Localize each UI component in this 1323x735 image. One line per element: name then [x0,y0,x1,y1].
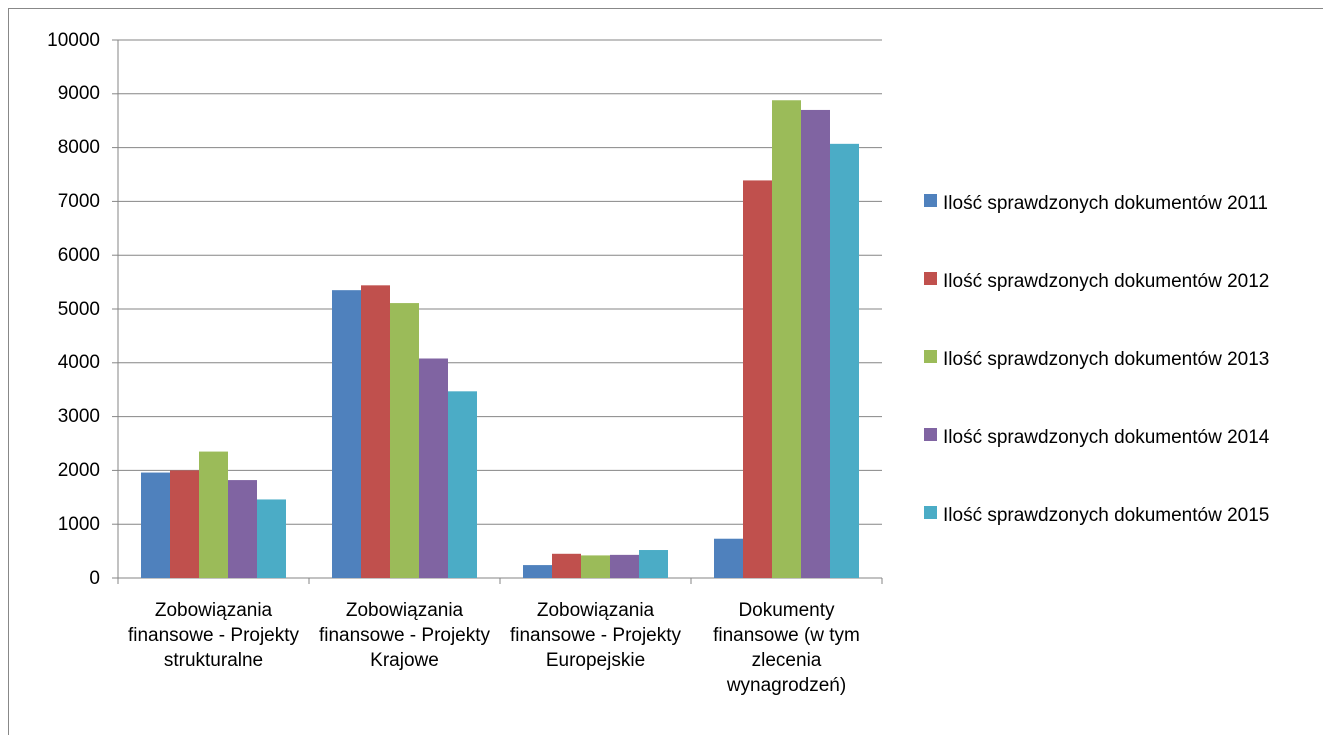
bar [141,472,170,578]
y-tick-label: 5000 [57,298,100,320]
bar [610,554,639,578]
legend-swatch [924,428,937,441]
legend-swatch [924,506,937,519]
y-tick-label: 6000 [57,244,100,266]
bar [390,303,419,578]
bar [830,143,859,579]
legend-swatch [924,350,937,363]
legend-label: Ilość sprawdzonych dokumentów 2013 [943,349,1270,370]
bar [257,499,286,578]
bar [228,480,257,578]
bar [332,290,361,578]
y-tick-label: 0 [89,567,100,589]
bar [552,553,581,578]
bar [361,285,390,578]
bar [581,555,610,578]
chart-border [8,8,1323,735]
y-tick-label: 2000 [57,459,100,481]
bar [772,100,801,579]
legend-label: Ilość sprawdzonych dokumentów 2015 [943,505,1270,526]
legend-swatch [924,194,937,207]
bar [801,109,830,578]
y-tick-label: 7000 [57,190,100,212]
y-tick-label: 9000 [57,83,100,105]
legend-label: Ilość sprawdzonych dokumentów 2014 [943,427,1270,448]
bar [523,565,552,578]
legend-label: Ilość sprawdzonych dokumentów 2012 [943,271,1270,292]
legend-label: Ilość sprawdzonych dokumentów 2011 [943,193,1268,214]
bar [714,538,743,578]
x-tick-label: Zobowiązania finansowe - Projekty Krajow… [318,600,491,671]
y-tick-label: 10000 [47,29,100,51]
x-tick-label: Dokumenty finansowe (w tym zlecenia wyna… [713,600,860,696]
bar [419,358,448,578]
y-tick-label: 8000 [57,137,100,159]
bar [448,391,477,578]
bar [743,180,772,578]
x-tick-label: Zobowiązania finansowe - Projekty Europe… [509,600,682,671]
x-tick-label: Zobowiązania finansowe - Projekty strukt… [127,600,300,671]
y-tick-label: 3000 [57,406,100,428]
bar [639,550,668,578]
y-tick-label: 4000 [57,352,100,374]
bar [170,470,199,578]
legend-swatch [924,272,937,285]
y-tick-label: 1000 [57,513,100,535]
bar [199,451,228,578]
